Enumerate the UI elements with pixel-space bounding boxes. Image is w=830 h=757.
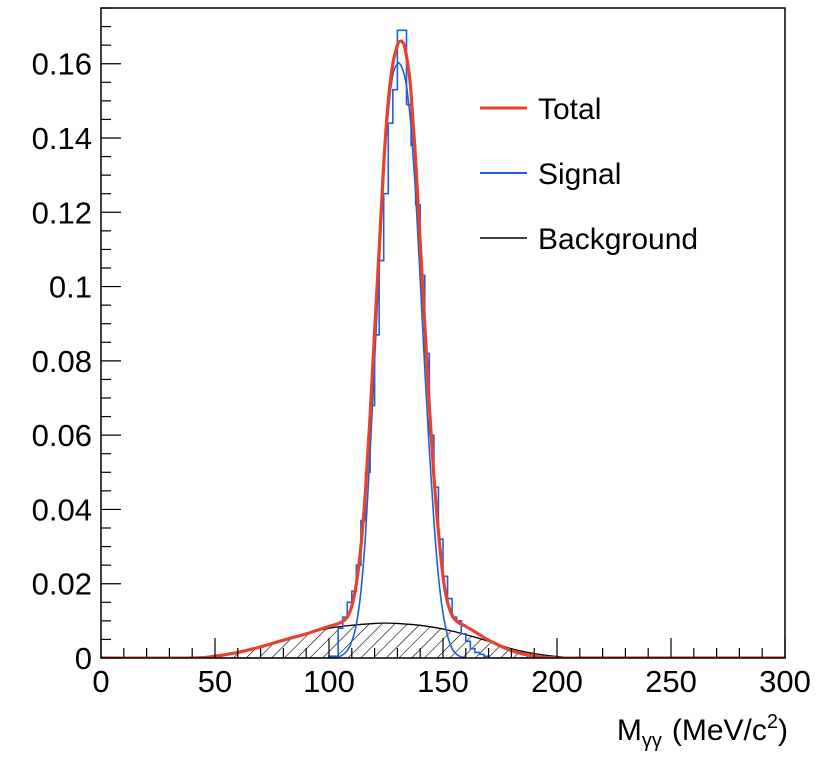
y-tick-label: 0 (75, 641, 92, 676)
legend-label-background: Background (538, 223, 698, 256)
y-tick-label: 0.16 (32, 47, 92, 82)
x-tick-label: 150 (417, 664, 469, 699)
background-fill (192, 623, 580, 658)
y-tick-label: 0.08 (32, 344, 92, 379)
legend: Total Signal Background (480, 93, 698, 256)
signal-curve (328, 61, 466, 658)
x-axis-title-sub: γγ (642, 730, 662, 752)
x-tick-label: 250 (645, 664, 697, 699)
x-axis-title: Mγγ (MeV/c2) (617, 711, 788, 752)
legend-label-signal: Signal (538, 158, 621, 191)
x-tick-label: 100 (303, 664, 355, 699)
x-axis-title-rest: (MeV/c (672, 714, 767, 747)
x-axis-title-close: ) (778, 714, 788, 747)
legend-label-total: Total (538, 93, 601, 126)
y-tick-label: 0.12 (32, 195, 92, 230)
y-tick-label: 0.06 (32, 418, 92, 453)
y-tick-label: 0.1 (49, 270, 92, 305)
y-tick-label: 0.02 (32, 567, 92, 602)
axes: 0 50 100 150 200 250 300 0 0.02 0.04 0.06 0.08 0.1 0.… (32, 7, 811, 699)
x-axis-title-main: M (617, 714, 642, 747)
x-tick-label: 50 (198, 664, 232, 699)
x-tick-label: 200 (531, 664, 583, 699)
total-curve (101, 39, 785, 658)
x-tick-label: 0 (92, 664, 109, 699)
y-tick-label: 0.04 (32, 492, 92, 527)
plot-area (101, 29, 785, 658)
y-tick-label: 0.14 (32, 121, 92, 156)
x-axis-title-sup: 2 (767, 711, 778, 733)
x-tick-label: 300 (759, 664, 811, 699)
